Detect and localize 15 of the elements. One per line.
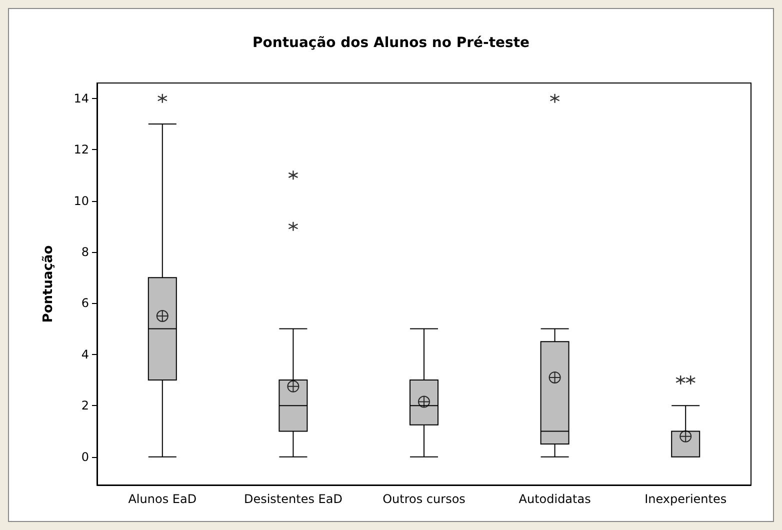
y-tick-label: 6 — [81, 296, 89, 310]
x-tick-label: Inexperientes — [644, 492, 727, 506]
y-tick-label: 10 — [74, 194, 89, 208]
x-tick-label: Autodidatas — [518, 492, 591, 506]
x-tick-label: Alunos EaD — [128, 492, 197, 506]
y-tick-label: 4 — [81, 347, 89, 362]
y-tick-label: 12 — [74, 142, 89, 157]
y-tick-label: 14 — [74, 91, 89, 106]
y-axis-title: Pontuação — [41, 245, 56, 323]
x-tick-label: Desistentes EaD — [244, 492, 342, 506]
x-tick-label: Outros cursos — [382, 492, 466, 506]
y-tick-label: 8 — [81, 244, 89, 259]
y-tick-label: 0 — [81, 450, 89, 464]
chart-title: Pontuação dos Alunos no Pré-teste — [252, 35, 530, 51]
y-tick-label: 2 — [81, 398, 89, 413]
